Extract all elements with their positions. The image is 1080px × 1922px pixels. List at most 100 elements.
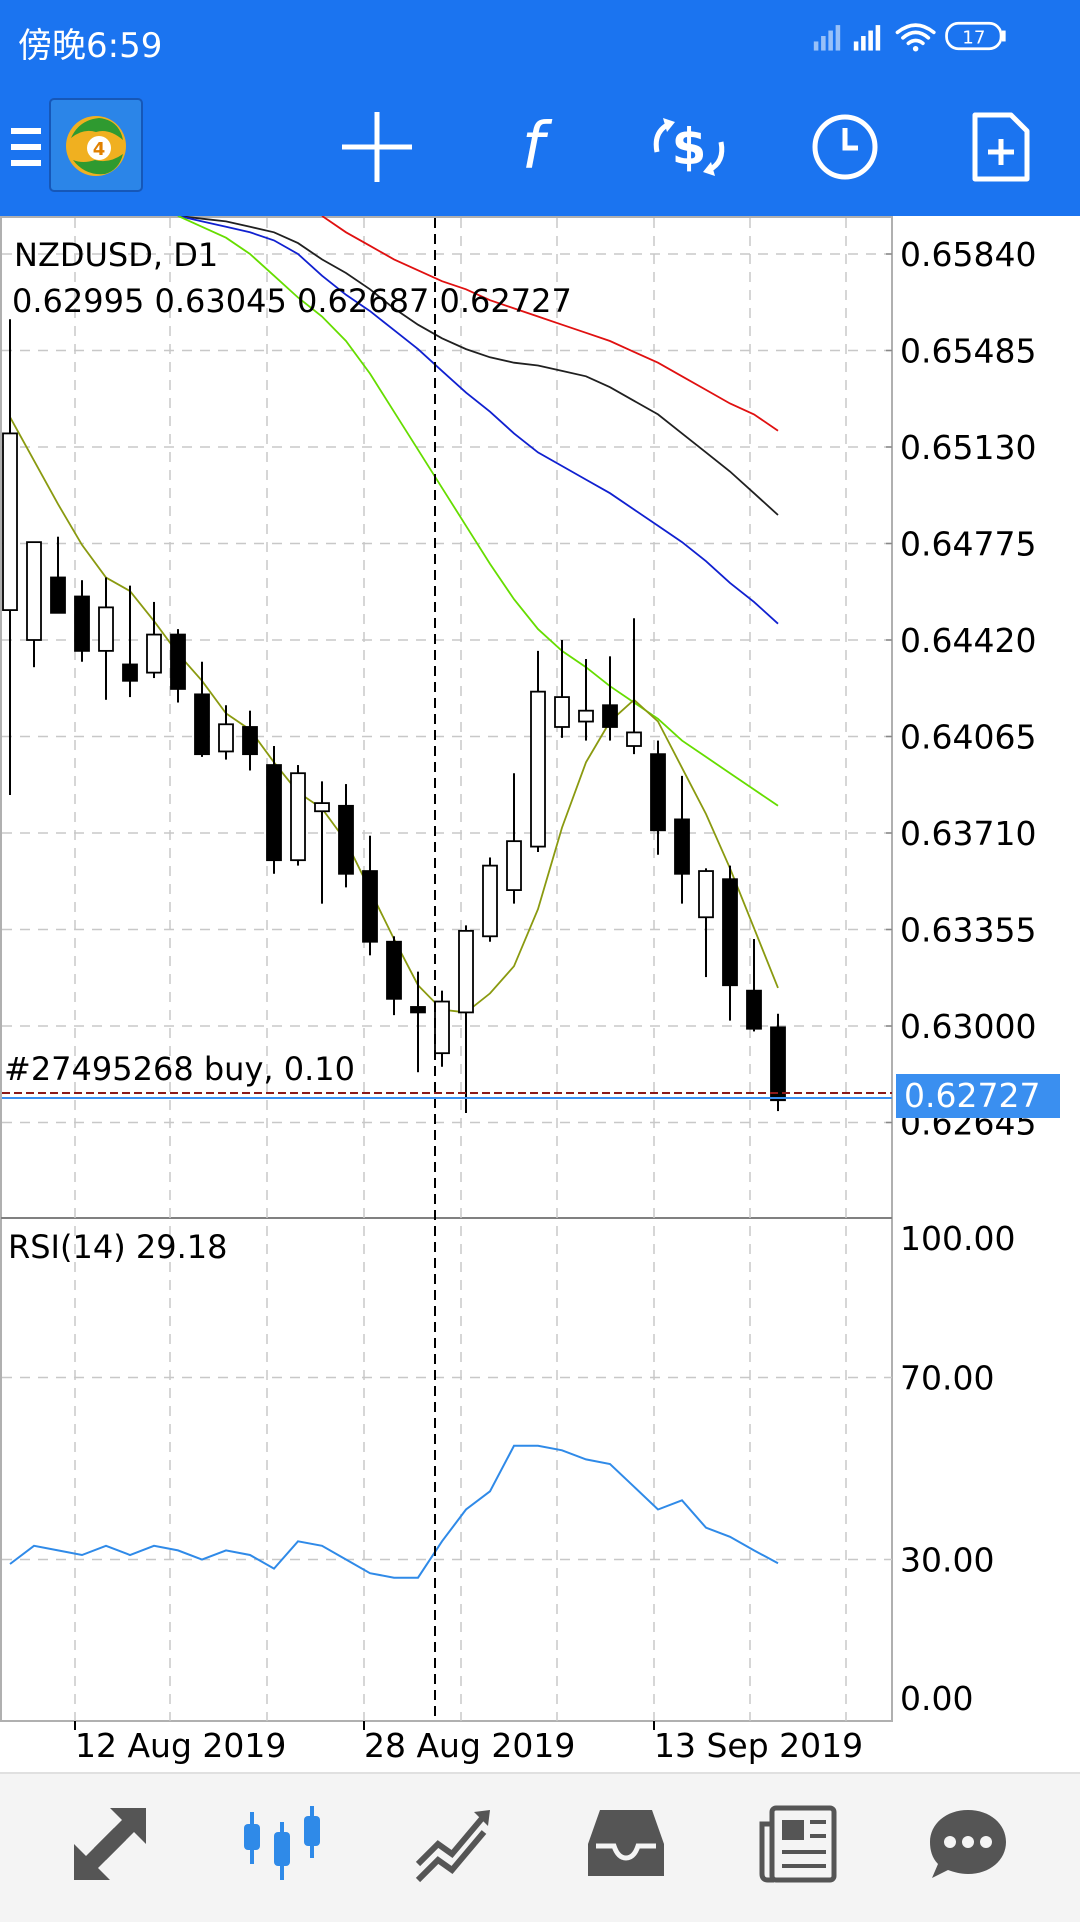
grid bbox=[2, 218, 892, 1721]
candle bbox=[314, 781, 330, 904]
candle-body bbox=[650, 753, 666, 832]
candle-body bbox=[338, 804, 354, 875]
rsi-tick-label: 70.00 bbox=[900, 1359, 994, 1398]
candle-body bbox=[314, 802, 330, 813]
date-tick-label: 28 Aug 2019 bbox=[364, 1726, 575, 1765]
chat-icon bbox=[930, 1810, 1006, 1878]
candle-body bbox=[50, 576, 66, 614]
svg-text:f: f bbox=[522, 112, 553, 182]
candle-body bbox=[146, 633, 162, 674]
candle-body bbox=[770, 1026, 786, 1102]
rsi-line bbox=[9, 1444, 779, 1579]
moving-average-line bbox=[177, 216, 779, 516]
candle bbox=[746, 939, 762, 1032]
menu-icon bbox=[11, 128, 41, 166]
price-tick-label: 0.65130 bbox=[900, 428, 1036, 467]
menu-button[interactable] bbox=[0, 102, 78, 192]
timeframe-button[interactable] bbox=[800, 102, 890, 192]
candle bbox=[434, 990, 450, 1067]
candle-body bbox=[386, 940, 402, 1000]
rsi-label: RSI(14) 29.18 bbox=[8, 1228, 228, 1266]
moving-average-line bbox=[177, 216, 779, 625]
new-order-icon bbox=[972, 112, 1030, 182]
price-tick-label: 0.64775 bbox=[900, 525, 1036, 564]
candle-body bbox=[698, 870, 714, 919]
candle-body bbox=[74, 595, 90, 652]
symbol-timeframe-label: NZDUSD, D1 bbox=[14, 236, 219, 274]
candle bbox=[266, 746, 282, 874]
nav-trade-button[interactable] bbox=[404, 1794, 504, 1894]
candle bbox=[98, 577, 114, 700]
trade-icon: $ bbox=[653, 118, 725, 176]
candle bbox=[194, 661, 210, 757]
candle bbox=[698, 868, 714, 978]
nav-history-button[interactable] bbox=[576, 1794, 676, 1894]
candle-body bbox=[290, 772, 306, 862]
trade-button[interactable]: $ bbox=[644, 102, 734, 192]
signal-icon-1 bbox=[813, 25, 841, 51]
status-icons: 17 bbox=[813, 21, 1006, 52]
moving-average-line bbox=[177, 216, 779, 807]
candle-body bbox=[578, 709, 594, 723]
candle bbox=[338, 784, 354, 888]
candles bbox=[2, 319, 786, 1113]
nav-quotes-button[interactable] bbox=[60, 1794, 160, 1894]
candle bbox=[290, 765, 306, 866]
candle-body bbox=[266, 764, 282, 862]
candle-body bbox=[242, 726, 258, 756]
news-icon bbox=[759, 1805, 837, 1883]
candle-body bbox=[2, 432, 18, 611]
candle-body bbox=[506, 840, 522, 891]
nav-chart-button[interactable] bbox=[232, 1794, 332, 1894]
moving-averages bbox=[9, 216, 779, 1014]
date-tick-label: 12 Aug 2019 bbox=[75, 1726, 286, 1765]
candle bbox=[530, 650, 546, 853]
date-tick-label: 13 Sep 2019 bbox=[654, 1726, 863, 1765]
chart-area[interactable]: 0.65840 0.65485 0.65130 0.64775 0.64420 0.640… bbox=[0, 216, 1080, 1770]
candle bbox=[770, 1013, 786, 1112]
current-price-badge: 0.62727 bbox=[896, 1074, 1060, 1118]
candle bbox=[602, 656, 618, 741]
price-tick-label: 0.64420 bbox=[900, 621, 1036, 660]
candle-body bbox=[482, 864, 498, 938]
rsi-tick-label: 100.00 bbox=[900, 1219, 1015, 1258]
candle bbox=[506, 773, 522, 904]
candle-body bbox=[26, 541, 42, 641]
chart-canvas[interactable]: 0.65840 0.65485 0.65130 0.64775 0.64420 0.640… bbox=[0, 216, 1080, 1770]
signal-icon-2 bbox=[853, 25, 881, 51]
candle bbox=[674, 775, 690, 904]
rsi-tick-label: 0.00 bbox=[900, 1679, 973, 1718]
rsi-axis: 100.00 70.00 30.00 0.00 bbox=[900, 1219, 1015, 1718]
candle-body bbox=[218, 723, 234, 753]
rsi-tick-label: 30.00 bbox=[900, 1541, 994, 1580]
mt4-logo-icon: 4 bbox=[49, 98, 143, 192]
new-order-button[interactable] bbox=[956, 102, 1046, 192]
indicators-button[interactable]: f bbox=[488, 102, 578, 192]
candle bbox=[146, 601, 162, 679]
candle bbox=[170, 629, 186, 703]
candle-body bbox=[554, 696, 570, 728]
nav-news-button[interactable] bbox=[748, 1794, 848, 1894]
price-tick-label: 0.63355 bbox=[900, 911, 1036, 950]
indicators-icon: f bbox=[522, 112, 553, 182]
order-label[interactable]: #27495268 buy, 0.10 bbox=[4, 1050, 355, 1088]
nav-chat-button[interactable] bbox=[918, 1794, 1018, 1894]
timeframe-icon bbox=[812, 114, 878, 180]
candle-body bbox=[626, 731, 642, 747]
moving-average-line bbox=[9, 416, 779, 1014]
candle-body bbox=[362, 870, 378, 943]
toolbar: 4 f $ bbox=[0, 78, 1080, 216]
candle-body bbox=[194, 693, 210, 756]
candle bbox=[74, 580, 90, 662]
candle-body bbox=[530, 690, 546, 848]
candle bbox=[2, 319, 18, 795]
crosshair-button[interactable] bbox=[332, 102, 422, 192]
candle bbox=[626, 618, 642, 755]
svg-text:$: $ bbox=[672, 118, 707, 176]
history-icon bbox=[588, 1810, 664, 1876]
candle bbox=[722, 865, 738, 1021]
candle bbox=[578, 659, 594, 741]
candle bbox=[50, 536, 66, 614]
candle bbox=[554, 640, 570, 738]
mt4-logo-button[interactable]: 4 bbox=[49, 98, 143, 192]
